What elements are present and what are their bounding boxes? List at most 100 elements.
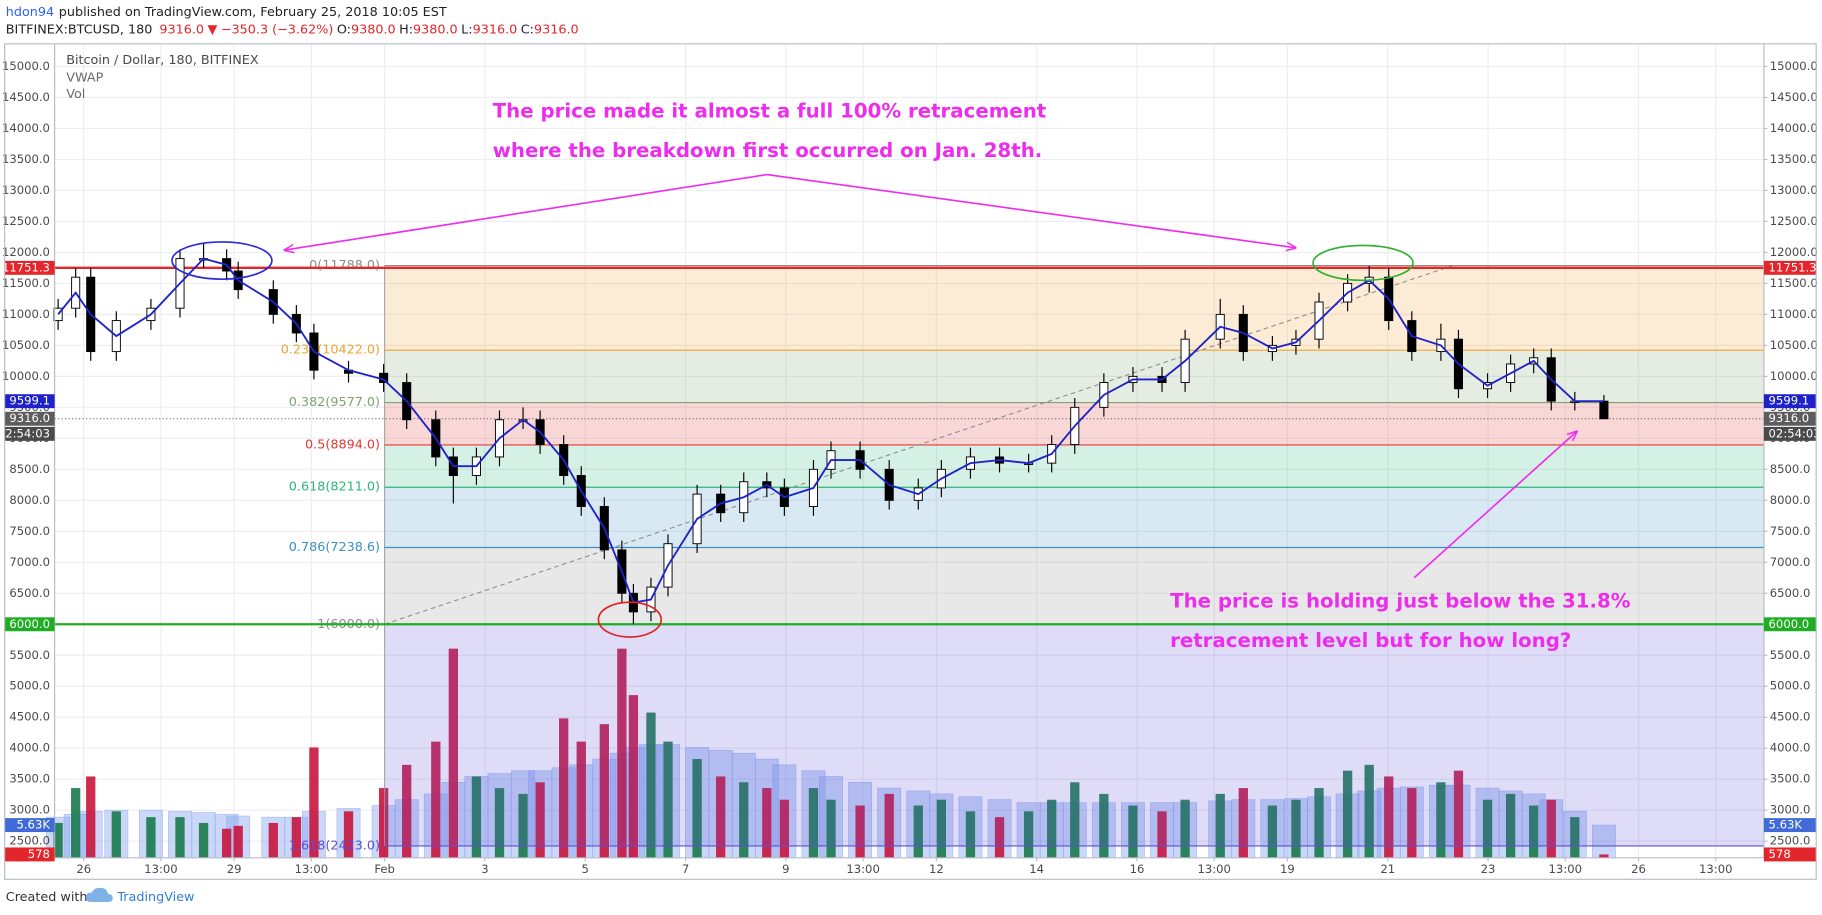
x-tick-label: 13:00: [1197, 862, 1230, 876]
volume-bar: [1070, 782, 1080, 858]
volume-bar: [808, 788, 819, 858]
volume-tag: [4, 818, 55, 833]
symbol-line: BITFINEX:BTCUSD, 180 9316.0 ▼ −350.3 (−3.62…: [6, 22, 579, 37]
volume-bar: [1407, 788, 1417, 858]
y-tick-label: 7500.0: [1770, 524, 1811, 538]
arrow: [1413, 431, 1577, 579]
y-tick-label: 14000.0: [2, 121, 50, 135]
plot-layer: 0(11788.0) 0.236(10422.0) 0.382(9577.0) 0.5…: [46, 243, 1764, 859]
y-tick-label: 10000.0: [2, 369, 50, 383]
y-tick-label: 12000.0: [1770, 245, 1818, 259]
x-tick-label: 14: [1029, 862, 1044, 876]
volume-bar: [291, 817, 302, 858]
volume-bar: [309, 747, 319, 858]
ohlc-value: 9380.0: [413, 22, 458, 37]
y-tick-label: 11500.0: [2, 276, 50, 290]
volume-bar: [1291, 799, 1301, 858]
footer-brand[interactable]: TradingView: [116, 890, 194, 905]
volume-bar: [716, 776, 726, 858]
fib-label: 0.236(10422.0): [281, 343, 380, 358]
volume-bar: [692, 759, 702, 858]
fib-label: 0(11788.0): [309, 258, 380, 273]
volume-bar: [739, 782, 749, 858]
annotation: retracement level but for how long?: [1170, 629, 1571, 652]
volume-bar: [1364, 764, 1374, 858]
ohlc-value: 9380.0: [351, 22, 396, 37]
footer-text: Created with: [6, 890, 88, 905]
y-tick-label: 4000.0: [1770, 741, 1811, 755]
volume-bar: [518, 793, 528, 858]
x-tick-label: 29: [227, 862, 242, 876]
volume-bar: [576, 741, 586, 858]
y-tick-label: 8000.0: [9, 493, 50, 507]
y-tick-label: 15000.0: [2, 59, 50, 73]
y-tick-label: 11000.0: [1770, 307, 1818, 321]
volume-tag-label: 5.63K: [16, 818, 50, 832]
countdown-tag: [1763, 426, 1817, 441]
volume-bar: [343, 811, 354, 858]
annotation: The price made it almost a full 100% ret…: [493, 99, 1047, 122]
price-tag-label: 6000.0: [1769, 617, 1810, 631]
ohlc-key: O:: [337, 22, 351, 37]
price-tag: [1763, 394, 1817, 409]
volume-bar: [1384, 776, 1394, 858]
volume-bar: [233, 825, 243, 858]
author[interactable]: hdon94: [6, 4, 54, 19]
volume-bar: [559, 718, 569, 858]
volume-bar: [628, 695, 639, 858]
volume-bar: [71, 788, 81, 858]
volume-bar: [1099, 793, 1109, 858]
fib-label: 0.786(7238.6): [289, 540, 380, 555]
x-tick-label: 16: [1130, 862, 1145, 876]
x-tick-label: 19: [1280, 862, 1295, 876]
volume-bar: [936, 799, 947, 858]
ohlc-value: 9316.0: [473, 22, 518, 37]
volume-bar: [884, 793, 894, 858]
volume-bar: [855, 805, 865, 858]
volume-bar: [826, 799, 836, 858]
x-tick-label: 12: [929, 862, 944, 876]
legend-entry: VWAP: [66, 71, 103, 86]
y-tick-label: 6500.0: [9, 586, 50, 600]
y-tick-label: 13500.0: [2, 152, 50, 166]
x-tick-label: 3: [481, 862, 488, 876]
x-tick-label: 26: [1631, 862, 1646, 876]
volume-bar: [448, 648, 458, 858]
y-tick-label: 12000.0: [2, 245, 50, 259]
volume-bar: [994, 817, 1005, 858]
ellipse: [597, 601, 662, 638]
arrow: [285, 173, 768, 251]
price-tag-label: 6000.0: [9, 617, 50, 631]
ohlc-value: 9316.0: [534, 22, 579, 37]
volume-bar: [1529, 805, 1539, 858]
ellipse: [1312, 244, 1414, 282]
fib-label: 0.618(8211.0): [289, 480, 380, 495]
y-tick-label: 3000.0: [1770, 803, 1811, 817]
x-tick-label: 26: [76, 862, 91, 876]
volume-bar: [1157, 811, 1167, 858]
volume-bar: [1453, 770, 1464, 858]
y-tick-label: 5000.0: [1770, 679, 1811, 693]
volume-bar: [1436, 782, 1446, 858]
y-tick-label: 13000.0: [2, 183, 50, 197]
y-tick-label: 15000.0: [1770, 59, 1818, 73]
change: −350.3 (−3.62%): [221, 22, 334, 37]
y-tick-label: 10000.0: [1770, 369, 1818, 383]
ellipse: [171, 241, 273, 280]
price-tag: [4, 411, 55, 426]
y-tick-label: 8500.0: [9, 462, 50, 476]
volume-bar: [617, 648, 627, 858]
fib-zone: [384, 547, 1764, 625]
volume-tag: [1763, 818, 1817, 833]
volume-bar: [1599, 854, 1609, 858]
x-tick-label: 13:00: [1549, 862, 1582, 876]
y-tick-label: 4500.0: [1770, 710, 1811, 724]
fib-zone: [384, 487, 1764, 548]
y-tick-label: 12500.0: [1770, 214, 1818, 228]
fib-zone: [384, 265, 1764, 351]
legend-entry: Vol: [66, 87, 85, 102]
y-tick-label: 7000.0: [1770, 555, 1811, 569]
volume-bar: [913, 805, 923, 858]
